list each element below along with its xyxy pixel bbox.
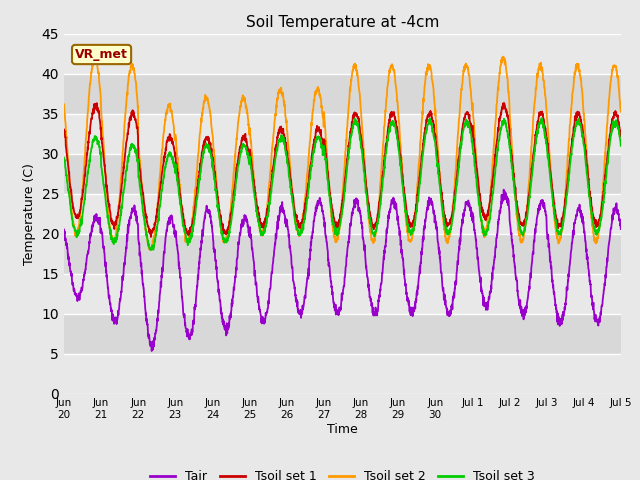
Bar: [64, 114, 621, 154]
Bar: [64, 234, 621, 274]
Bar: [64, 73, 621, 114]
Y-axis label: Temperature (C): Temperature (C): [23, 163, 36, 264]
Bar: [64, 154, 621, 193]
Bar: [64, 274, 621, 313]
Bar: [64, 354, 621, 394]
Legend: Tair, Tsoil set 1, Tsoil set 2, Tsoil set 3: Tair, Tsoil set 1, Tsoil set 2, Tsoil se…: [145, 465, 540, 480]
Bar: [64, 34, 621, 73]
X-axis label: Time: Time: [327, 423, 358, 436]
Bar: [64, 193, 621, 234]
Bar: [64, 313, 621, 354]
Title: Soil Temperature at -4cm: Soil Temperature at -4cm: [246, 15, 439, 30]
Text: VR_met: VR_met: [75, 48, 128, 61]
